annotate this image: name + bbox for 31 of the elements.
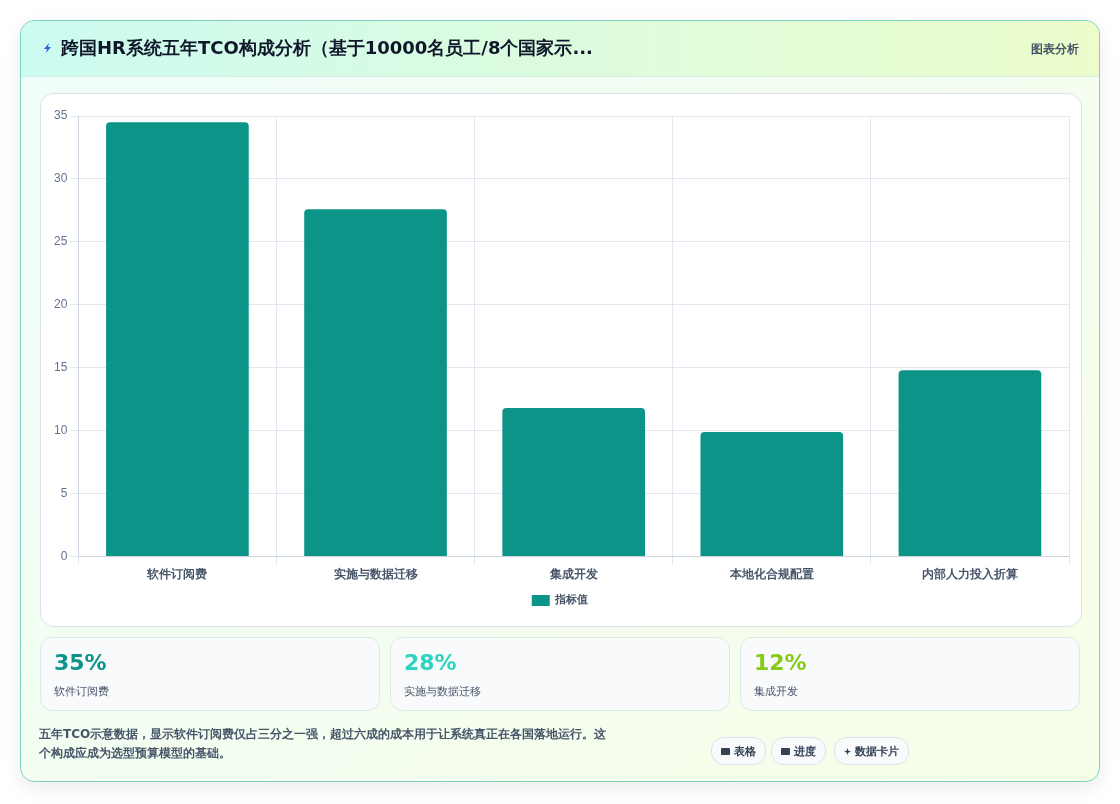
chart-title: 跨国HR系统五年TCO构成分析（基于10000名员工/8个国家示... — [61, 36, 593, 60]
y-tick-label: 35 — [53, 108, 68, 123]
text: 软件订阅费 — [54, 684, 109, 699]
x-tick-label: 本地化合规配置 — [728, 566, 814, 581]
legend-label: 指标值 — [554, 593, 589, 607]
text: 35% — [54, 650, 107, 675]
y-tick-label: 25 — [53, 234, 68, 249]
text: 28% — [404, 650, 457, 675]
x-tick-label: 实施与数据迁移 — [333, 566, 418, 581]
y-tick-label: 15 — [53, 360, 68, 375]
y-tick-label: 20 — [53, 297, 68, 312]
y-tick-label: 5 — [60, 485, 68, 500]
bar — [898, 370, 1042, 557]
x-tick-label: 集成开发 — [548, 566, 598, 581]
y-tick-label: 10 — [53, 423, 68, 438]
y-tick-label: 0 — [60, 548, 68, 563]
x-tick-label: 软件订阅费 — [146, 566, 208, 581]
text: 图表分析 — [1031, 41, 1079, 58]
text: 进度 — [794, 743, 816, 759]
text: 表格 — [734, 743, 756, 759]
text: 实施与数据迁移 — [404, 684, 481, 699]
bar — [106, 122, 249, 557]
bar — [304, 209, 447, 557]
text: 12% — [754, 650, 807, 675]
y-tick-label: 30 — [53, 171, 68, 186]
bar — [502, 408, 645, 557]
text: 数据卡片 — [855, 743, 899, 759]
text: 集成开发 — [754, 684, 798, 699]
x-tick-label: 内部人力投入折算 — [921, 566, 1018, 581]
bar — [700, 431, 844, 557]
text: 五年TCO示意数据，显示软件订阅费仅占三分之一强，超过六成的成本用于让系统真正在各国落地运行。这个构成应成为选型预算模型的基础。 — [39, 726, 608, 762]
